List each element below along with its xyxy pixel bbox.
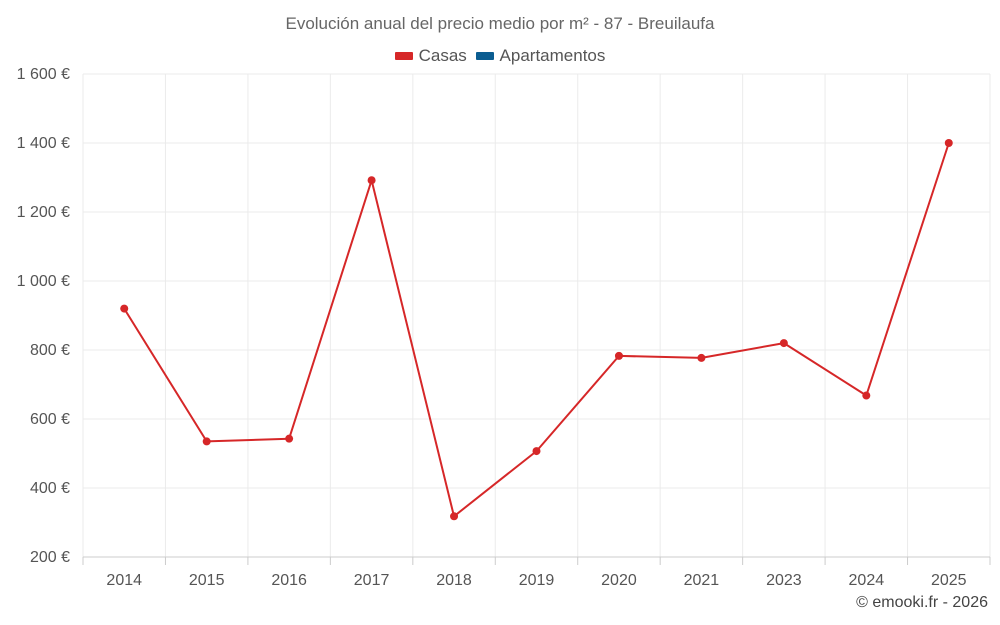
data-point — [697, 353, 706, 362]
legend-label-casas: Casas — [418, 46, 467, 65]
y-tick-label: 200 € — [30, 549, 70, 566]
series-layer — [120, 139, 953, 521]
legend-item-casas[interactable]: Casas — [394, 46, 467, 66]
y-tick-label: 1 600 € — [17, 66, 70, 83]
x-tick-label: 2014 — [106, 572, 142, 589]
legend-item-apartamentos[interactable]: Apartamentos — [475, 46, 606, 66]
data-point — [120, 304, 129, 313]
data-point — [614, 351, 623, 360]
data-point — [450, 512, 459, 521]
x-tick-label: 2023 — [766, 572, 802, 589]
x-tick-label: 2020 — [601, 572, 637, 589]
x-tick-label: 2025 — [931, 572, 967, 589]
copyright-credit: © emooki.fr - 2026 — [856, 594, 988, 611]
y-tick-label: 600 € — [30, 411, 70, 428]
data-point — [367, 176, 376, 185]
data-point — [202, 437, 211, 446]
legend: Casas Apartamentos — [0, 45, 1000, 66]
x-tick-label: 2019 — [519, 572, 555, 589]
x-tick-label: 2017 — [354, 572, 390, 589]
data-point — [532, 447, 541, 456]
legend-label-apartamentos: Apartamentos — [499, 46, 606, 65]
y-tick-label: 1 200 € — [17, 204, 70, 221]
y-tick-label: 400 € — [30, 480, 70, 497]
y-tick-label: 800 € — [30, 342, 70, 359]
y-tick-label: 1 000 € — [17, 273, 70, 290]
x-tick-label: 2018 — [436, 572, 472, 589]
legend-swatch-apartamentos — [475, 52, 494, 60]
data-point — [944, 139, 953, 147]
x-tick-label: 2021 — [684, 572, 720, 589]
data-point — [285, 434, 294, 443]
grid-layer — [82, 73, 991, 558]
axis-layer: 200 € 400 € 600 € 800 € 1 000 € 1 200 € 1 400 … — [17, 66, 991, 589]
x-tick-label: 2015 — [189, 572, 225, 589]
chart-title: Evolución anual del precio medio por m² … — [285, 14, 715, 33]
data-point — [779, 339, 788, 348]
data-point — [862, 391, 871, 400]
y-tick-label: 1 400 € — [17, 135, 70, 152]
x-tick-label: 2016 — [271, 572, 307, 589]
legend-swatch-casas — [394, 52, 413, 60]
x-tick-label: 2024 — [849, 572, 885, 589]
